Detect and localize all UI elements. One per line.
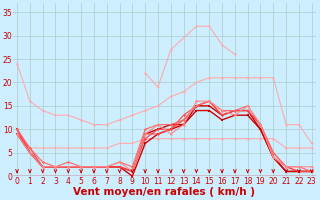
X-axis label: Vent moyen/en rafales ( km/h ): Vent moyen/en rafales ( km/h )	[73, 187, 255, 197]
